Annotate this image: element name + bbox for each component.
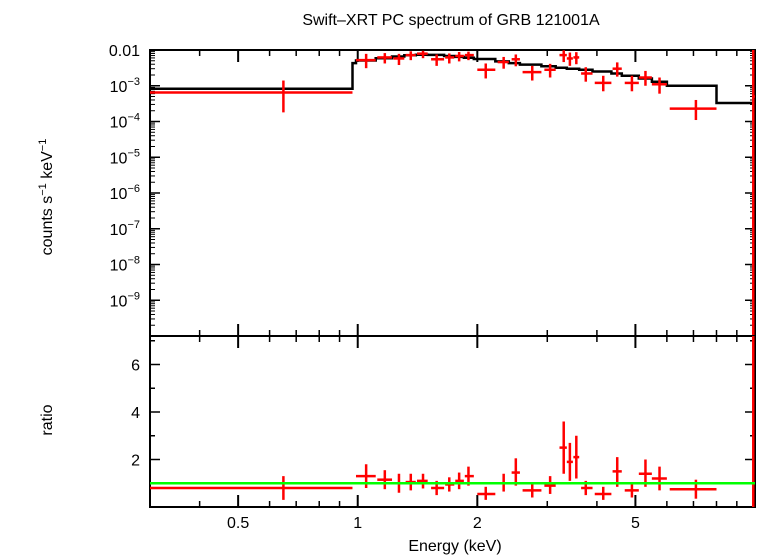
spectrum-data-point bbox=[544, 63, 556, 78]
spectrum-data-point bbox=[445, 53, 455, 64]
ratio-y-tick-label: 4 bbox=[131, 405, 140, 422]
spectrum-y-tick-label: 10−8 bbox=[110, 255, 140, 275]
ratio-data-point bbox=[544, 476, 556, 494]
spectrum-data-point bbox=[393, 53, 405, 66]
x-tick-label: 5 bbox=[631, 515, 640, 532]
ratio-frame bbox=[149, 335, 756, 508]
spectrum-data-point bbox=[377, 53, 393, 64]
spectrum-data-point bbox=[638, 70, 652, 86]
spectrum-data-point bbox=[497, 56, 509, 69]
ratio-data-point bbox=[651, 466, 667, 491]
spectrum-y-axis-label: counts s−1 keV−1 bbox=[37, 139, 56, 256]
ratio-data-point bbox=[522, 483, 542, 498]
x-tick-label: 2 bbox=[473, 515, 482, 532]
spectrum-y-tick-label: 0.01 bbox=[109, 43, 140, 60]
ylabel-mid: keV bbox=[39, 151, 56, 183]
spectrum-data-point bbox=[417, 50, 428, 59]
spectrum-data-point bbox=[405, 51, 416, 61]
spectrum-data-point bbox=[355, 53, 376, 69]
ylabel-exp2: −1 bbox=[37, 139, 49, 152]
spectrum-y-tick-label: 10−3 bbox=[110, 76, 140, 96]
spectrum-data-point bbox=[477, 63, 496, 79]
spectrum-data-point bbox=[455, 51, 464, 62]
ratio-data-point bbox=[377, 470, 393, 490]
ratio-data-point bbox=[417, 473, 428, 489]
spectrum-data-point bbox=[464, 51, 474, 61]
ratio-y-tick-label: 2 bbox=[131, 453, 140, 470]
spectrum-y-tick-label: 10−4 bbox=[110, 112, 140, 132]
ratio-data-point bbox=[150, 476, 353, 500]
spectrum-data-point bbox=[573, 52, 580, 65]
ratio-data-point bbox=[455, 472, 464, 490]
spectrum-data-point bbox=[150, 80, 353, 113]
spectrum-data-point bbox=[612, 62, 622, 77]
spectrum-data-point bbox=[431, 54, 445, 66]
spectrum-data-point bbox=[511, 54, 520, 67]
spectrum-y-tick-label: 10−7 bbox=[110, 219, 140, 239]
spectrum-data-point bbox=[581, 67, 593, 82]
ylabel-exp1: −1 bbox=[37, 183, 49, 196]
spectrum-panel: 0.01 10−3 10−4 10−5 10−6 10−7 10−8 10−9 bbox=[109, 43, 756, 337]
spectrum-y-tick-label: 10−6 bbox=[110, 183, 140, 203]
ratio-panel: 0.5 1 2 5 2 4 6 bbox=[131, 335, 756, 532]
spectrum-data-point bbox=[559, 50, 567, 63]
spectrum-data-point bbox=[624, 75, 639, 92]
ratio-data-point bbox=[612, 457, 622, 487]
model-histogram bbox=[150, 53, 755, 105]
spectrum-data-point bbox=[522, 65, 542, 81]
ratio-data-point bbox=[477, 486, 496, 500]
spectrum-data-point bbox=[594, 75, 612, 92]
ylabel-base: counts s bbox=[39, 196, 56, 256]
spectrum-data-point bbox=[651, 77, 667, 94]
ratio-y-axis-label: ratio bbox=[39, 404, 56, 435]
spectrum-y-tick-label: 10−9 bbox=[110, 290, 140, 310]
spectrum-data-point bbox=[669, 99, 717, 121]
spectrum-data-point bbox=[752, 50, 755, 336]
ratio-data-point bbox=[511, 458, 520, 486]
chart-title: Swift–XRT PC spectrum of GRB 121001A bbox=[302, 12, 600, 29]
x-tick-label: 1 bbox=[353, 515, 362, 532]
ratio-data-point bbox=[559, 421, 567, 474]
spectrum-y-tick-label: 10−5 bbox=[110, 147, 140, 167]
ratio-data-point bbox=[573, 435, 580, 479]
x-axis-label: Energy (keV) bbox=[408, 538, 501, 555]
ratio-data-point bbox=[566, 442, 573, 481]
x-tick-label: 0.5 bbox=[227, 515, 249, 532]
spectrum-data-point bbox=[566, 52, 573, 66]
ratio-data-point bbox=[624, 482, 639, 498]
ratio-y-tick-label: 6 bbox=[131, 358, 140, 375]
ratio-data-point bbox=[594, 486, 612, 500]
